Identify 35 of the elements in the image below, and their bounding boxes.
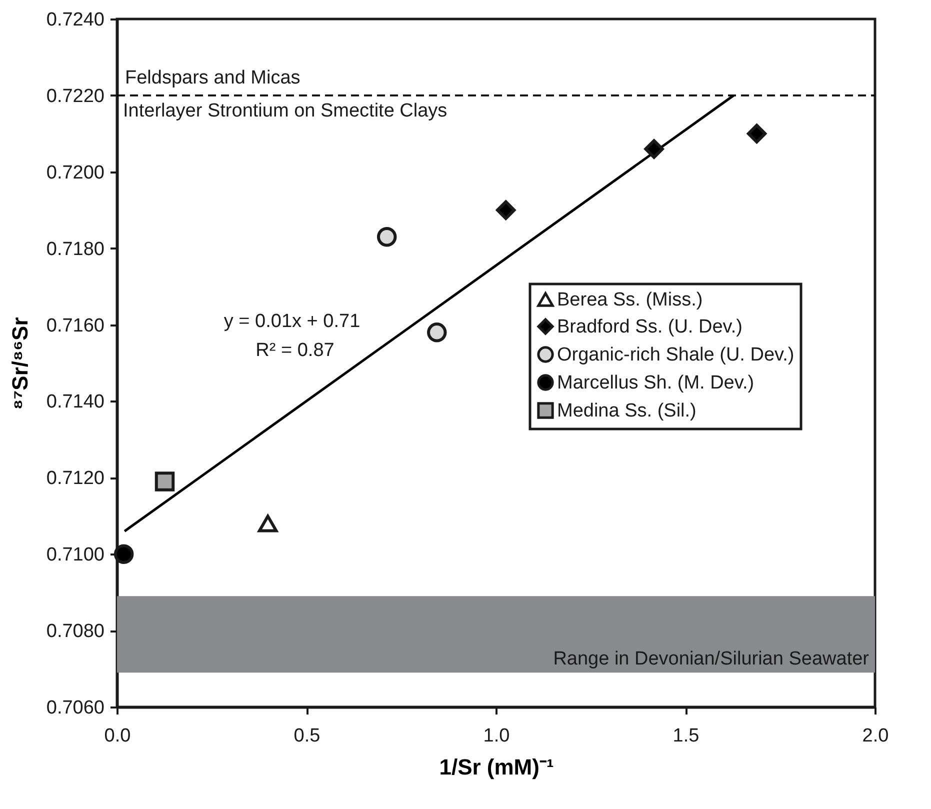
legend-label: Bradford Ss. (U. Dev.) <box>557 316 742 338</box>
y-axis-title: ⁸⁷Sr/⁸⁶Sr <box>7 316 32 410</box>
y-tick-label: 0.7180 <box>46 238 104 260</box>
point <box>258 514 278 532</box>
y-tick-label: 0.7080 <box>46 621 104 642</box>
y-tick-label: 0.7240 <box>46 10 104 30</box>
y-tick-label: 0.7120 <box>46 468 104 490</box>
point <box>427 322 447 342</box>
point <box>746 124 767 144</box>
x-tick-label: 2.0 <box>862 726 889 746</box>
legend-label: Marcellus Sh. (M. Dev.) <box>557 372 754 394</box>
x-tick-label: 0.0 <box>104 726 131 746</box>
legend-label: Organic-rich Shale (U. Dev.) <box>557 344 794 366</box>
y-tick-label: 0.7140 <box>46 392 104 413</box>
x-axis-title: 1/Sr (mM)⁻¹ <box>439 754 554 780</box>
annotation: Interlayer Strontium on Smectite Clays <box>123 100 448 122</box>
x-tick-label: 0.5 <box>294 726 320 746</box>
y-tick-label: 0.7200 <box>46 162 104 184</box>
point <box>496 200 516 220</box>
band-label: Range in Devonian/Silurian Seawater <box>553 648 870 670</box>
point <box>114 544 134 564</box>
legend-label: Berea Ss. (Miss.) <box>557 290 703 310</box>
y-tick-label: 0.7060 <box>46 698 104 718</box>
x-tick-label: 1.5 <box>672 726 700 746</box>
ref-line-label: Feldspars and Micas <box>125 67 300 88</box>
y-tick-label: 0.7220 <box>46 86 104 107</box>
point <box>154 472 175 492</box>
y-tick-label: 0.7160 <box>46 315 104 336</box>
x-tick-label: 1.0 <box>483 726 510 746</box>
annotation: y = 0.01x + 0.71 <box>224 311 360 332</box>
y-tick-label: 0.7100 <box>46 544 104 566</box>
annotation: R² = 0.87 <box>256 340 334 361</box>
point <box>644 139 664 159</box>
point <box>376 227 397 247</box>
legend-label: Medina Ss. (Sil.) <box>557 400 696 422</box>
